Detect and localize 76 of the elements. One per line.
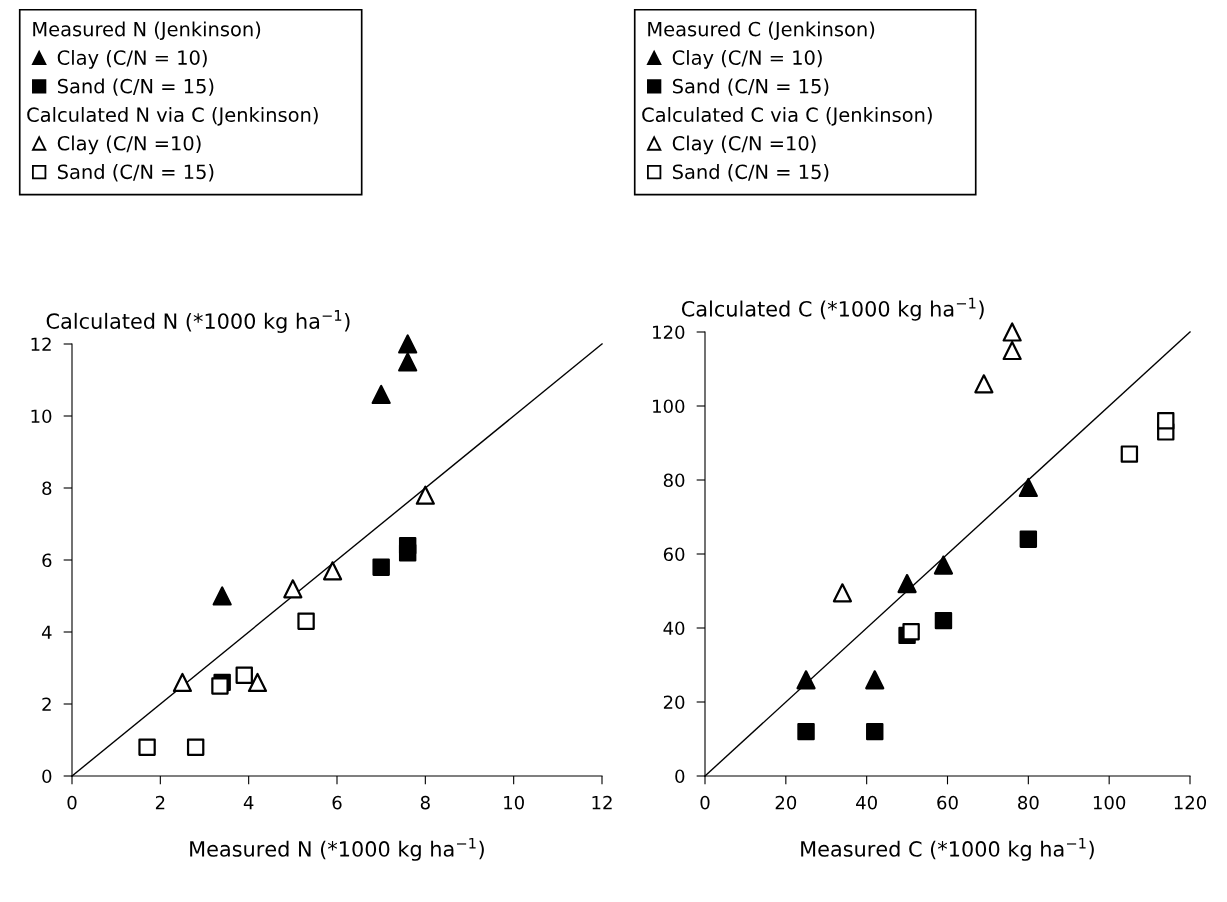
y-tick-label: 6 — [42, 553, 52, 568]
y-tick-label: 100 — [653, 399, 685, 414]
point — [372, 558, 390, 576]
y-tick-label: 4 — [41, 625, 52, 639]
y-tick-label: 8 — [42, 481, 52, 496]
y-tick-label: 60 — [663, 547, 685, 562]
point — [398, 536, 417, 555]
legend-label: Sand (C/N = 15) — [57, 78, 214, 96]
x-tick-label: 8 — [420, 795, 430, 810]
x-tick-label: 100 — [1093, 795, 1126, 810]
y-tick-label: 40 — [663, 621, 685, 636]
x-tick-label: 80 — [1018, 795, 1039, 810]
text: Calculated C via C (Jenkinson) — [642, 107, 932, 126]
point — [322, 561, 343, 581]
x-axis-title: Measured N (*1000 kg ha$^{−1}$) — [190, 837, 484, 861]
point — [933, 555, 954, 575]
x-tick-label: 6 — [332, 795, 342, 810]
legend-label: Sand (C/N = 15) — [57, 164, 214, 182]
legend-label: Clay (C/N =10) — [672, 135, 816, 155]
legend-title: Measured C (Jenkinson) — [648, 21, 875, 41]
point — [398, 334, 418, 354]
point — [1157, 412, 1175, 430]
point — [211, 677, 229, 695]
point — [865, 670, 885, 690]
point — [172, 672, 193, 693]
y-tick-label: 2 — [42, 697, 51, 711]
point — [297, 612, 315, 630]
point — [934, 611, 953, 630]
point — [866, 722, 884, 741]
x-tick-label: 0 — [700, 795, 710, 810]
y-tick-label: 0 — [42, 769, 52, 784]
point — [1002, 340, 1022, 361]
y-tick-label: 120 — [653, 325, 685, 340]
point — [902, 622, 920, 641]
y-tick-label: 80 — [663, 473, 685, 488]
x-tick-label: 20 — [775, 795, 797, 810]
point — [1120, 445, 1139, 463]
x-tick-label: 10 — [504, 795, 524, 810]
point — [186, 738, 205, 756]
x-tick-label: 40 — [856, 795, 877, 810]
point — [283, 579, 303, 599]
x-axis-title: Measured C (*1000 kg ha$^{−1}$) — [801, 837, 1094, 861]
legend-label: Clay (C/N =10) — [57, 135, 201, 155]
x-tick-label: 60 — [937, 795, 958, 810]
point — [1002, 322, 1022, 342]
point — [371, 384, 391, 405]
x-tick-label: 2 — [155, 795, 165, 810]
point — [138, 738, 156, 756]
point — [235, 666, 253, 684]
point — [974, 374, 994, 394]
y-tick-label: 10 — [31, 409, 52, 424]
point — [796, 670, 816, 690]
y-tick-label: 12 — [31, 337, 51, 351]
legend-title: Measured N (Jenkinson) — [33, 21, 261, 41]
point — [415, 485, 435, 505]
point — [832, 583, 853, 603]
text: Calculated N via C (Jenkinson) — [27, 107, 318, 126]
legend-label: Sand (C/N = 15) — [672, 78, 829, 96]
y-tick-label: 0 — [675, 769, 685, 784]
y-tick-label: 20 — [663, 695, 685, 710]
y-axis-title: Calculated C (*1000 kg ha$^{−1}$) — [681, 297, 984, 321]
legend-label: Clay (C/N = 10) — [672, 49, 822, 69]
point — [212, 586, 232, 606]
point — [398, 352, 418, 372]
point — [797, 722, 815, 741]
x-tick-label: 120 — [1174, 795, 1207, 810]
x-tick-label: 4 — [243, 796, 254, 810]
point — [1019, 530, 1038, 548]
point — [897, 573, 917, 594]
x-tick-label: 12 — [592, 795, 612, 810]
point — [1018, 477, 1038, 498]
point — [247, 672, 268, 693]
y-axis-title: Calculated N (*1000 kg ha$^{−1}$) — [46, 310, 350, 334]
legend-label: Clay (C/N = 10) — [57, 49, 207, 69]
legend-label: Sand (C/N = 15) — [672, 164, 829, 182]
x-tick-label: 0 — [67, 795, 77, 810]
